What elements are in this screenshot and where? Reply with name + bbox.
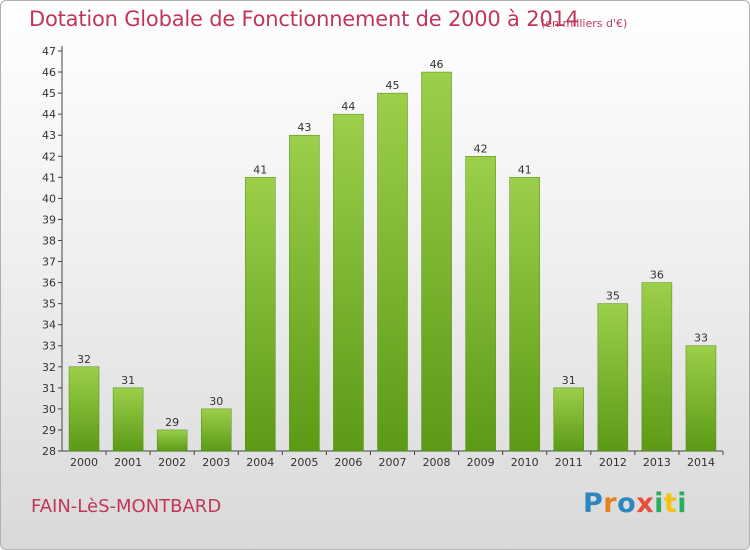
bar-value-label: 46 [430,58,444,71]
y-tick-label: 42 [42,150,56,163]
bar [685,345,717,452]
bar [421,71,452,452]
x-tick-label: 2011 [555,456,583,469]
y-tick-label: 34 [42,319,56,332]
y-tick-label: 35 [42,298,56,311]
chart-subtitle: (en milliers d'€) [541,17,628,30]
x-tick-label: 2006 [334,456,362,469]
y-tick-label: 40 [42,192,56,205]
bar-value-label: 33 [694,332,708,345]
bar-value-label: 31 [121,374,135,387]
y-tick-label: 43 [42,129,56,142]
bar-value-label: 35 [606,290,620,303]
bar-value-label: 36 [650,269,664,282]
y-tick-label: 47 [42,45,56,58]
x-tick-label: 2005 [290,456,318,469]
bar [553,387,585,452]
x-tick-label: 2004 [246,456,274,469]
bar [200,408,232,452]
x-tick-label: 2008 [423,456,451,469]
y-tick-label: 31 [42,382,56,395]
bar [597,303,629,452]
bar [465,156,496,452]
y-tick-label: 45 [42,87,56,100]
x-tick-label: 2007 [379,456,407,469]
x-tick-label: 2003 [202,456,230,469]
bar-value-label: 45 [386,79,400,92]
x-tick-label: 2013 [643,456,671,469]
bar-value-label: 42 [474,142,488,155]
chart-title: Dotation Globale de Fonctionnement de 20… [29,7,579,31]
x-tick-label: 2009 [467,456,495,469]
bar-value-label: 41 [253,163,267,176]
y-tick-label: 28 [42,445,56,458]
bar-value-label: 43 [297,121,311,134]
bar [641,282,673,452]
bar-value-label: 30 [209,395,223,408]
x-tick-label: 2002 [158,456,186,469]
bar [112,387,144,452]
bar-value-label: 31 [562,374,576,387]
bar [377,92,408,452]
bar [68,366,100,452]
x-tick-label: 2001 [114,456,142,469]
bar-value-label: 44 [341,100,355,113]
bar-value-label: 32 [77,353,91,366]
y-tick-label: 29 [42,424,56,437]
y-tick-label: 46 [42,66,56,79]
y-tick-label: 39 [42,213,56,226]
x-tick-label: 2012 [599,456,627,469]
bar-value-label: 29 [165,416,179,429]
bar [509,177,540,452]
x-tick-label: 2014 [687,456,715,469]
proxiti-logo: Proxiti [583,488,688,519]
bar [333,113,364,452]
bar [156,429,188,452]
bar [245,177,276,452]
y-tick-label: 37 [42,256,56,269]
y-tick-label: 41 [42,171,56,184]
x-tick-label: 2000 [70,456,98,469]
y-tick-label: 32 [42,361,56,374]
x-tick-label: 2010 [511,456,539,469]
bar [289,134,320,452]
y-tick-label: 36 [42,277,56,290]
commune-name: FAIN-LèS-MONTBARD [31,496,222,517]
y-tick-label: 44 [42,108,56,121]
y-tick-label: 33 [42,340,56,353]
y-tick-label: 38 [42,234,56,247]
y-tick-label: 30 [42,403,56,416]
bar-value-label: 41 [518,163,532,176]
